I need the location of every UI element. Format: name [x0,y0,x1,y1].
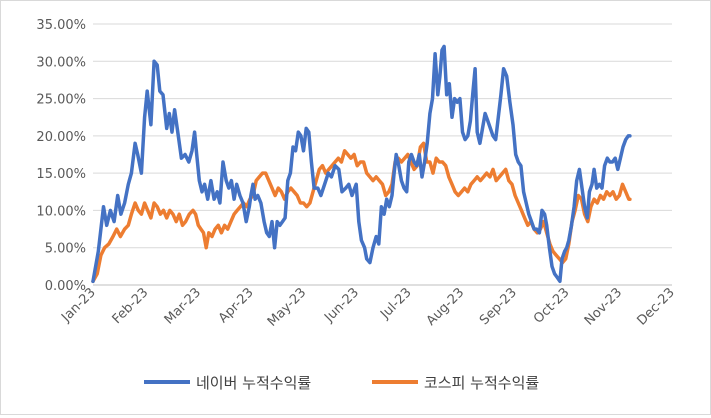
x-tick-label: Oct-23 [531,285,573,327]
x-tick-label: Jul-23 [377,285,414,322]
y-tick-label: 30.00% [36,55,86,70]
y-tick-label: 0.00% [45,279,86,294]
series-line-naver [91,44,632,284]
x-tick-label: Sep-23 [477,285,520,328]
series-lines [91,44,632,284]
x-axis-tick-labels: Jan-23 Feb-23 Mar-23 Apr-23 May-23 Jun-23 Jul-… [58,285,678,329]
y-tick-label: 25.00% [36,93,86,108]
legend-label-kospi: 코스피 누적수익률 [424,374,539,392]
y-tick-label: 20.00% [36,130,86,145]
x-tick-label: Jun-23 [321,285,362,326]
y-tick-label: 35.00% [36,18,86,33]
series-line-kospi [91,141,632,284]
gridlines [93,23,672,286]
legend: 네이버 누적수익률 코스피 누적수익률 [144,374,539,392]
x-tick-label: Dec-23 [634,285,677,328]
x-tick-label: Apr-23 [216,285,257,326]
y-tick-label: 5.00% [45,242,86,257]
x-tick-label: Feb-23 [110,285,152,327]
x-tick-label: Nov-23 [582,285,625,328]
legend-label-naver: 네이버 누적수익률 [196,374,311,392]
y-tick-label: 15.00% [36,167,86,182]
x-tick-label: Mar-23 [162,285,204,327]
x-tick-label: Aug-23 [424,285,468,329]
y-axis-tick-labels: 0.00% 5.00% 10.00% 15.00% 20.00% 25.00% 30.00%… [36,18,86,294]
y-tick-label: 10.00% [36,204,86,219]
x-tick-label: May-23 [265,285,309,329]
